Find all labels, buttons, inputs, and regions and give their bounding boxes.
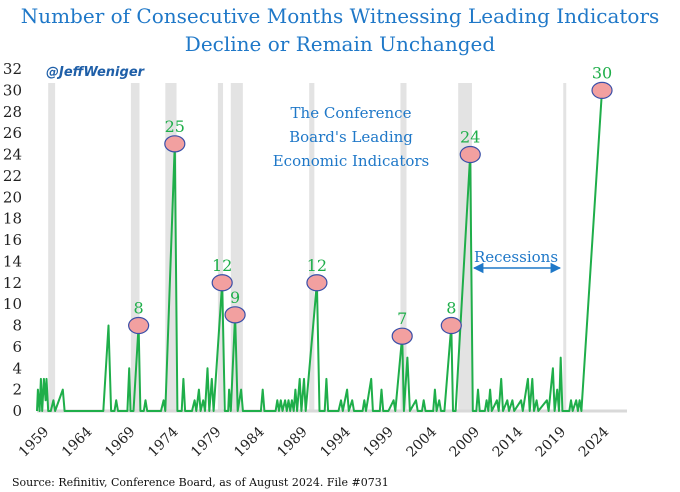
series-line-0 — [36, 90, 603, 412]
series-layer — [36, 90, 603, 412]
y-tick-label-1: 2 — [12, 381, 22, 399]
y-tick-label-15: 30 — [3, 81, 22, 99]
peak-marker-2 — [211, 274, 233, 292]
peak-marker-5 — [391, 327, 413, 345]
author-watermark: @JeffWeniger — [46, 65, 146, 80]
peak-label-7: 24 — [460, 128, 480, 147]
peak-label-2: 12 — [212, 256, 232, 275]
peak-marker-0 — [128, 316, 150, 335]
x-tick-label-9: 2004 — [404, 424, 441, 461]
x-tick-label-13: 2024 — [576, 424, 613, 461]
x-tick-label-4: 1979 — [188, 424, 225, 461]
x-tick-label-1: 1964 — [59, 424, 96, 461]
y-tick-label-12: 24 — [3, 146, 22, 164]
x-tick-label-8: 1999 — [360, 424, 397, 461]
peak-label-3: 9 — [230, 288, 240, 307]
x-tick-label-5: 1984 — [231, 424, 268, 461]
source-note: Source: Refinitiv, Conference Board, as … — [12, 476, 389, 489]
y-tick-label-4: 8 — [12, 317, 22, 335]
recessions-annotation-label: Recessions — [474, 248, 558, 266]
peak-label-1: 25 — [165, 117, 185, 136]
x-tick-label-7: 1994 — [317, 424, 354, 461]
x-tick-label-6: 1989 — [274, 424, 311, 461]
recession-band-5 — [309, 83, 315, 411]
y-tick-label-0: 0 — [12, 402, 22, 420]
inset-line-1: The Conference — [291, 104, 412, 122]
peak-label-8: 30 — [592, 63, 612, 82]
x-tick-label-0: 1959 — [16, 424, 53, 461]
recession-band-3 — [217, 83, 224, 411]
peak-label-4: 12 — [307, 256, 327, 275]
y-tick-label-11: 22 — [3, 167, 22, 185]
y-tick-label-2: 4 — [12, 359, 22, 377]
x-tick-label-10: 2009 — [447, 424, 484, 461]
x-tick-label-3: 1974 — [145, 424, 182, 461]
y-tick-label-8: 16 — [3, 231, 22, 249]
y-tick-label-14: 28 — [3, 103, 22, 121]
recession-band-0 — [48, 83, 56, 411]
y-tick-label-6: 12 — [3, 274, 22, 292]
peak-marker-1 — [164, 135, 186, 153]
y-tick-label-13: 26 — [3, 124, 22, 142]
peak-marker-8 — [591, 81, 613, 99]
peak-label-6: 8 — [446, 299, 456, 318]
x-tick-label-11: 2014 — [490, 424, 527, 461]
y-tick-label-5: 10 — [3, 295, 22, 313]
peak-label-0: 8 — [134, 299, 144, 318]
y-tick-label-7: 14 — [3, 252, 22, 270]
x-tick-label-2: 1969 — [102, 424, 139, 461]
peak-label-5: 7 — [397, 309, 407, 328]
y-tick-label-3: 6 — [12, 338, 22, 356]
recession-band-6 — [400, 83, 407, 411]
peak-marker-7 — [459, 145, 481, 164]
chart-title-line-1: Number of Consecutive Months Witnessing … — [21, 4, 660, 28]
y-tick-label-16: 32 — [3, 60, 22, 78]
recession-band-8 — [563, 83, 567, 411]
x-tick-label-12: 2019 — [533, 424, 570, 461]
y-tick-label-9: 18 — [3, 210, 22, 228]
peak-marker-4 — [306, 274, 328, 292]
chart-title-line-2: Decline or Remain Unchanged — [185, 32, 496, 56]
peak-marker-6 — [440, 316, 462, 335]
inset-line-3: Economic Indicators — [273, 152, 430, 170]
inset-line-2: Board's Leading — [289, 128, 413, 146]
peak-marker-3 — [224, 306, 246, 324]
y-tick-label-10: 20 — [3, 188, 22, 206]
recession-band-1 — [130, 83, 140, 411]
peak-markers: 8 25 12 9 12 7 8 24 30 — [128, 63, 613, 345]
